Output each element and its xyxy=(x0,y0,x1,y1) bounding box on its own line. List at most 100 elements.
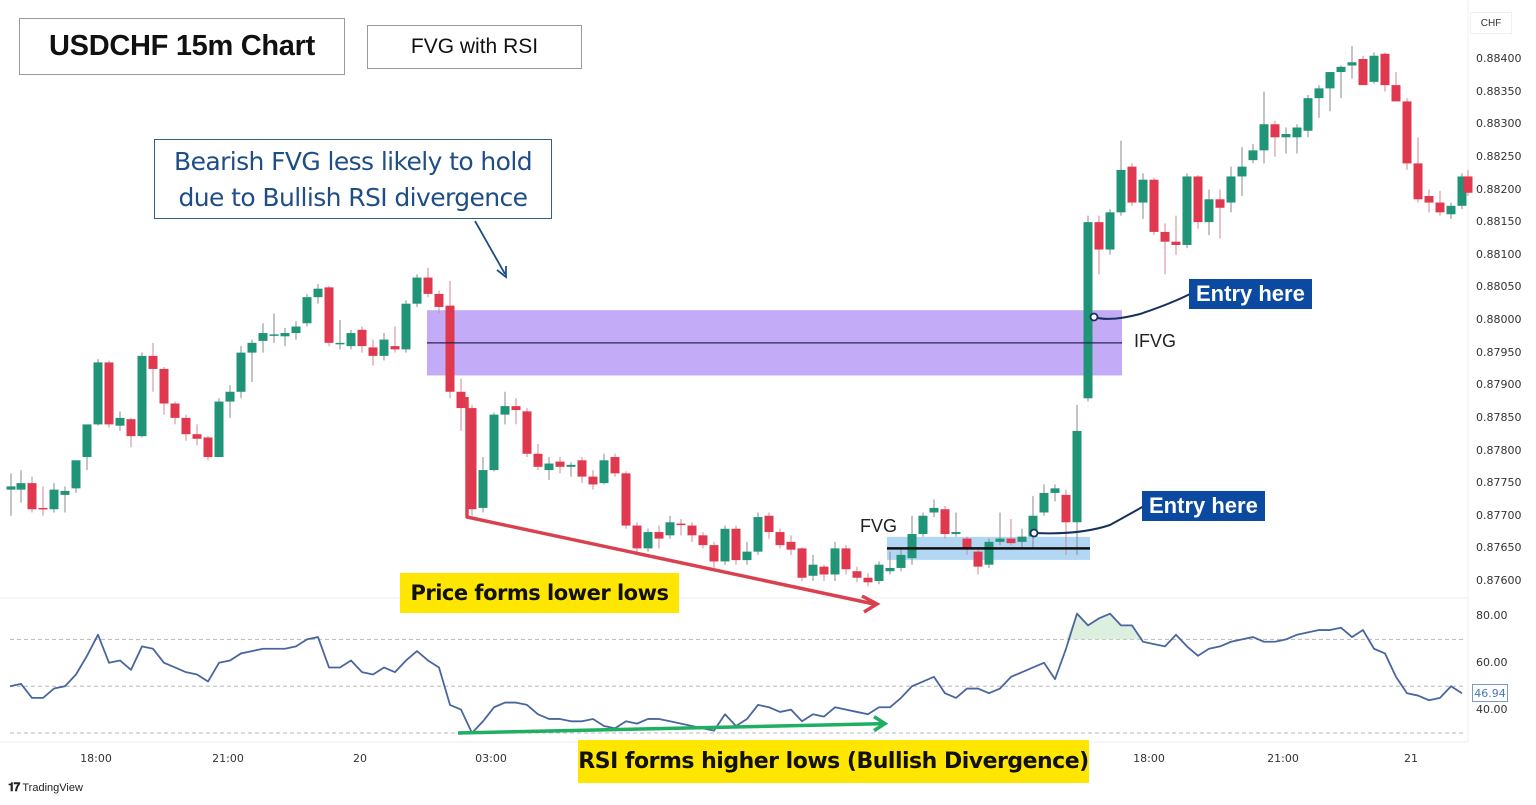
candle-body xyxy=(1314,88,1324,99)
time-tick: 21:00 xyxy=(212,752,244,765)
candle-body xyxy=(159,368,169,404)
candle-body xyxy=(346,333,356,347)
candle-body xyxy=(1017,536,1027,542)
candle-body xyxy=(610,457,620,474)
candle-body xyxy=(1204,199,1214,223)
rsi-tick: 40.00 xyxy=(1476,702,1508,716)
candle-body xyxy=(830,548,840,575)
price-tick: 0.87600 xyxy=(1476,574,1522,587)
candle-body xyxy=(181,417,191,435)
candle-body xyxy=(1061,494,1071,523)
price-tick: 0.88350 xyxy=(1476,84,1522,98)
price-tick: 0.88100 xyxy=(1476,247,1522,261)
candle-body xyxy=(148,355,158,369)
candle-body xyxy=(995,538,1005,542)
time-tick: 18:00 xyxy=(80,752,112,765)
entry-upper-point xyxy=(1089,312,1099,322)
price-tick: 0.88050 xyxy=(1476,280,1522,294)
candle-body xyxy=(445,305,455,392)
candle-body xyxy=(203,437,213,458)
candle-body xyxy=(742,551,752,561)
price-tick: 0.87800 xyxy=(1476,443,1522,457)
candle-body xyxy=(38,507,48,510)
candle-body xyxy=(82,424,92,458)
candle-body xyxy=(885,567,895,572)
candle-body xyxy=(1248,150,1258,161)
candle-body xyxy=(1182,176,1192,245)
candle-body xyxy=(489,414,499,471)
rsi-higher-lows-label: RSI forms higher lows (Bullish Divergenc… xyxy=(578,740,1089,783)
chart-title: USDCHF 15m Chart xyxy=(19,18,345,75)
candle-body xyxy=(324,287,334,343)
candle-body xyxy=(1160,231,1170,242)
candle-body xyxy=(1127,166,1137,203)
candle-body xyxy=(1270,124,1280,138)
candle-body xyxy=(1171,241,1181,245)
candle-body xyxy=(951,532,961,535)
candle-body xyxy=(1369,55,1379,82)
candle-body xyxy=(1325,72,1335,89)
candle-body xyxy=(775,532,785,546)
candle-body xyxy=(1402,101,1412,164)
candle-body xyxy=(511,406,521,411)
candle-body xyxy=(1259,124,1269,151)
candle-body xyxy=(1347,62,1357,66)
note-line-2: due to Bullish RSI divergence xyxy=(178,183,529,212)
price-tick: 0.87700 xyxy=(1476,508,1522,522)
candle-body xyxy=(1336,66,1346,73)
ifvg-label: IFVG xyxy=(1134,331,1177,351)
candle-body xyxy=(258,333,268,341)
candle-body xyxy=(720,528,730,562)
candle-body xyxy=(566,464,576,467)
candle-body xyxy=(27,483,37,510)
candle-body xyxy=(1215,199,1225,208)
note-pointer-arrow xyxy=(474,220,506,275)
note-pointer-head xyxy=(496,266,507,279)
candle-body xyxy=(731,528,741,561)
candle-body xyxy=(1028,515,1038,537)
bearish-fvg-note: Bearish FVG less likely to hold due to B… xyxy=(154,139,552,219)
tradingview-logo[interactable]: 𝟏𝟕 TradingView xyxy=(8,780,83,795)
price-tick: 0.88200 xyxy=(1476,182,1522,196)
candle-body xyxy=(115,417,125,426)
candle-body xyxy=(1424,196,1434,203)
price-tick: 0.88150 xyxy=(1476,215,1522,229)
entry-upper-connector xyxy=(1093,293,1191,320)
candle-body xyxy=(863,577,873,583)
candle-body xyxy=(478,470,488,508)
candle-body xyxy=(291,326,301,334)
candle-body xyxy=(753,517,763,552)
chart-subtitle: FVG with RSI xyxy=(367,25,582,69)
candle-body xyxy=(1193,176,1203,223)
candle-body xyxy=(1237,166,1247,177)
candle-body xyxy=(126,419,136,437)
rsi-tick: 80.00 xyxy=(1476,609,1508,622)
candle-body xyxy=(687,525,697,536)
candle-body xyxy=(1303,98,1313,131)
candle-body xyxy=(335,342,345,345)
entry-lower-connector xyxy=(1034,505,1145,535)
price-tick: 0.87900 xyxy=(1476,378,1522,392)
candle-body xyxy=(1006,538,1016,544)
candle-body xyxy=(214,401,224,458)
candle-body xyxy=(1358,59,1368,86)
candle-body xyxy=(533,453,543,467)
candle-body xyxy=(1281,134,1291,138)
candle-body xyxy=(654,532,664,539)
candle-body xyxy=(1446,205,1456,215)
candle-body xyxy=(599,460,609,484)
price-tick: 0.87750 xyxy=(1476,476,1522,490)
rsi-overbought-fill xyxy=(1066,613,1143,640)
currency-label: CHF xyxy=(1470,12,1512,34)
candle-body xyxy=(698,535,708,546)
candle-body xyxy=(1380,53,1390,86)
candle-body xyxy=(984,541,994,565)
price-lower-lows-arrow xyxy=(465,397,875,606)
candle-body xyxy=(1226,176,1236,203)
candle-body xyxy=(786,541,796,550)
candle-body xyxy=(302,297,312,324)
candle-body xyxy=(16,483,26,490)
candle-body xyxy=(390,346,400,350)
candle-body xyxy=(1094,222,1104,250)
